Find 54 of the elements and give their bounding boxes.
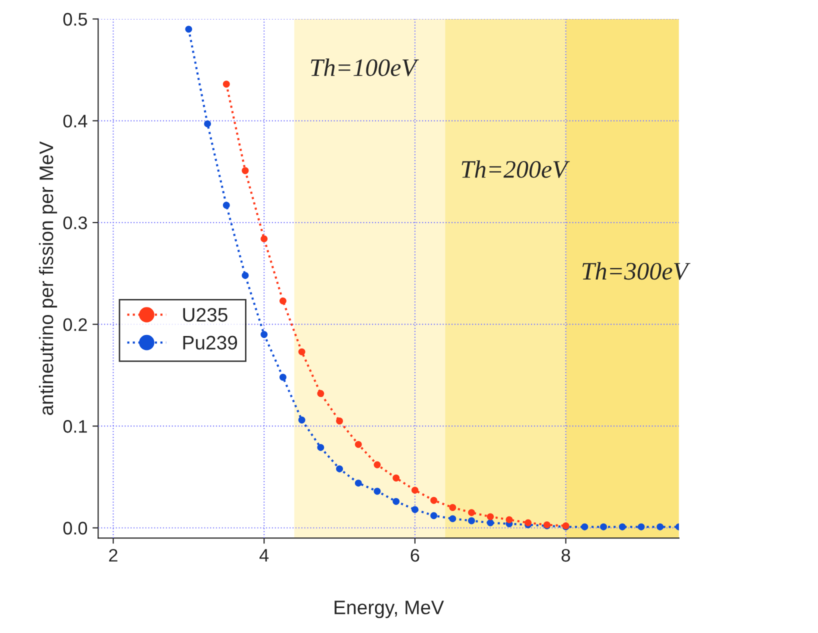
point — [411, 506, 418, 514]
point — [336, 418, 343, 424]
x-tick-label: 6 — [410, 548, 420, 562]
point — [279, 374, 286, 381]
point — [298, 348, 306, 356]
point — [506, 516, 513, 524]
legend-label: U235 — [183, 308, 228, 322]
legend-label: Pu239 — [183, 336, 238, 350]
x-tick-label: 2 — [109, 548, 118, 562]
y-tick-label: 0.0 — [63, 522, 88, 535]
point — [260, 235, 268, 242]
point — [354, 480, 362, 487]
point — [638, 523, 645, 530]
point — [600, 523, 607, 530]
point — [185, 26, 192, 33]
point — [242, 272, 249, 279]
point — [468, 509, 475, 516]
point — [317, 390, 324, 397]
point — [279, 297, 286, 304]
point — [581, 523, 588, 530]
y-tick-label: 0.2 — [63, 318, 87, 332]
point — [222, 202, 230, 209]
point — [449, 515, 456, 522]
y-tick-label: 0.5 — [63, 12, 87, 26]
y-tick-label: 0.1 — [63, 420, 87, 433]
point — [354, 440, 362, 448]
point — [317, 444, 324, 451]
band-label: Th=100eV — [310, 58, 419, 76]
point — [392, 498, 400, 505]
point — [618, 523, 626, 530]
band-label: Th=200eV — [462, 160, 570, 178]
point — [392, 474, 400, 482]
point — [374, 461, 381, 468]
x-axis-title: Energy, MeV — [334, 600, 444, 618]
point — [430, 496, 438, 504]
x-tick-label: 4 — [259, 549, 269, 562]
x-tick-label: 8 — [562, 548, 570, 562]
point — [430, 512, 438, 520]
point — [411, 486, 418, 494]
point — [204, 120, 211, 128]
point — [449, 504, 456, 511]
point — [374, 488, 381, 495]
y-axis-title: antineutrino per fission per MeV — [38, 141, 58, 415]
y-tick-label: 0.4 — [63, 114, 88, 128]
point — [222, 80, 230, 88]
point — [468, 517, 475, 524]
point — [260, 331, 268, 338]
point — [336, 465, 343, 472]
y-tick-label: 0.3 — [63, 216, 87, 230]
point — [486, 513, 494, 520]
point — [298, 416, 306, 424]
point — [242, 167, 249, 174]
point — [486, 519, 494, 526]
point — [656, 523, 664, 530]
